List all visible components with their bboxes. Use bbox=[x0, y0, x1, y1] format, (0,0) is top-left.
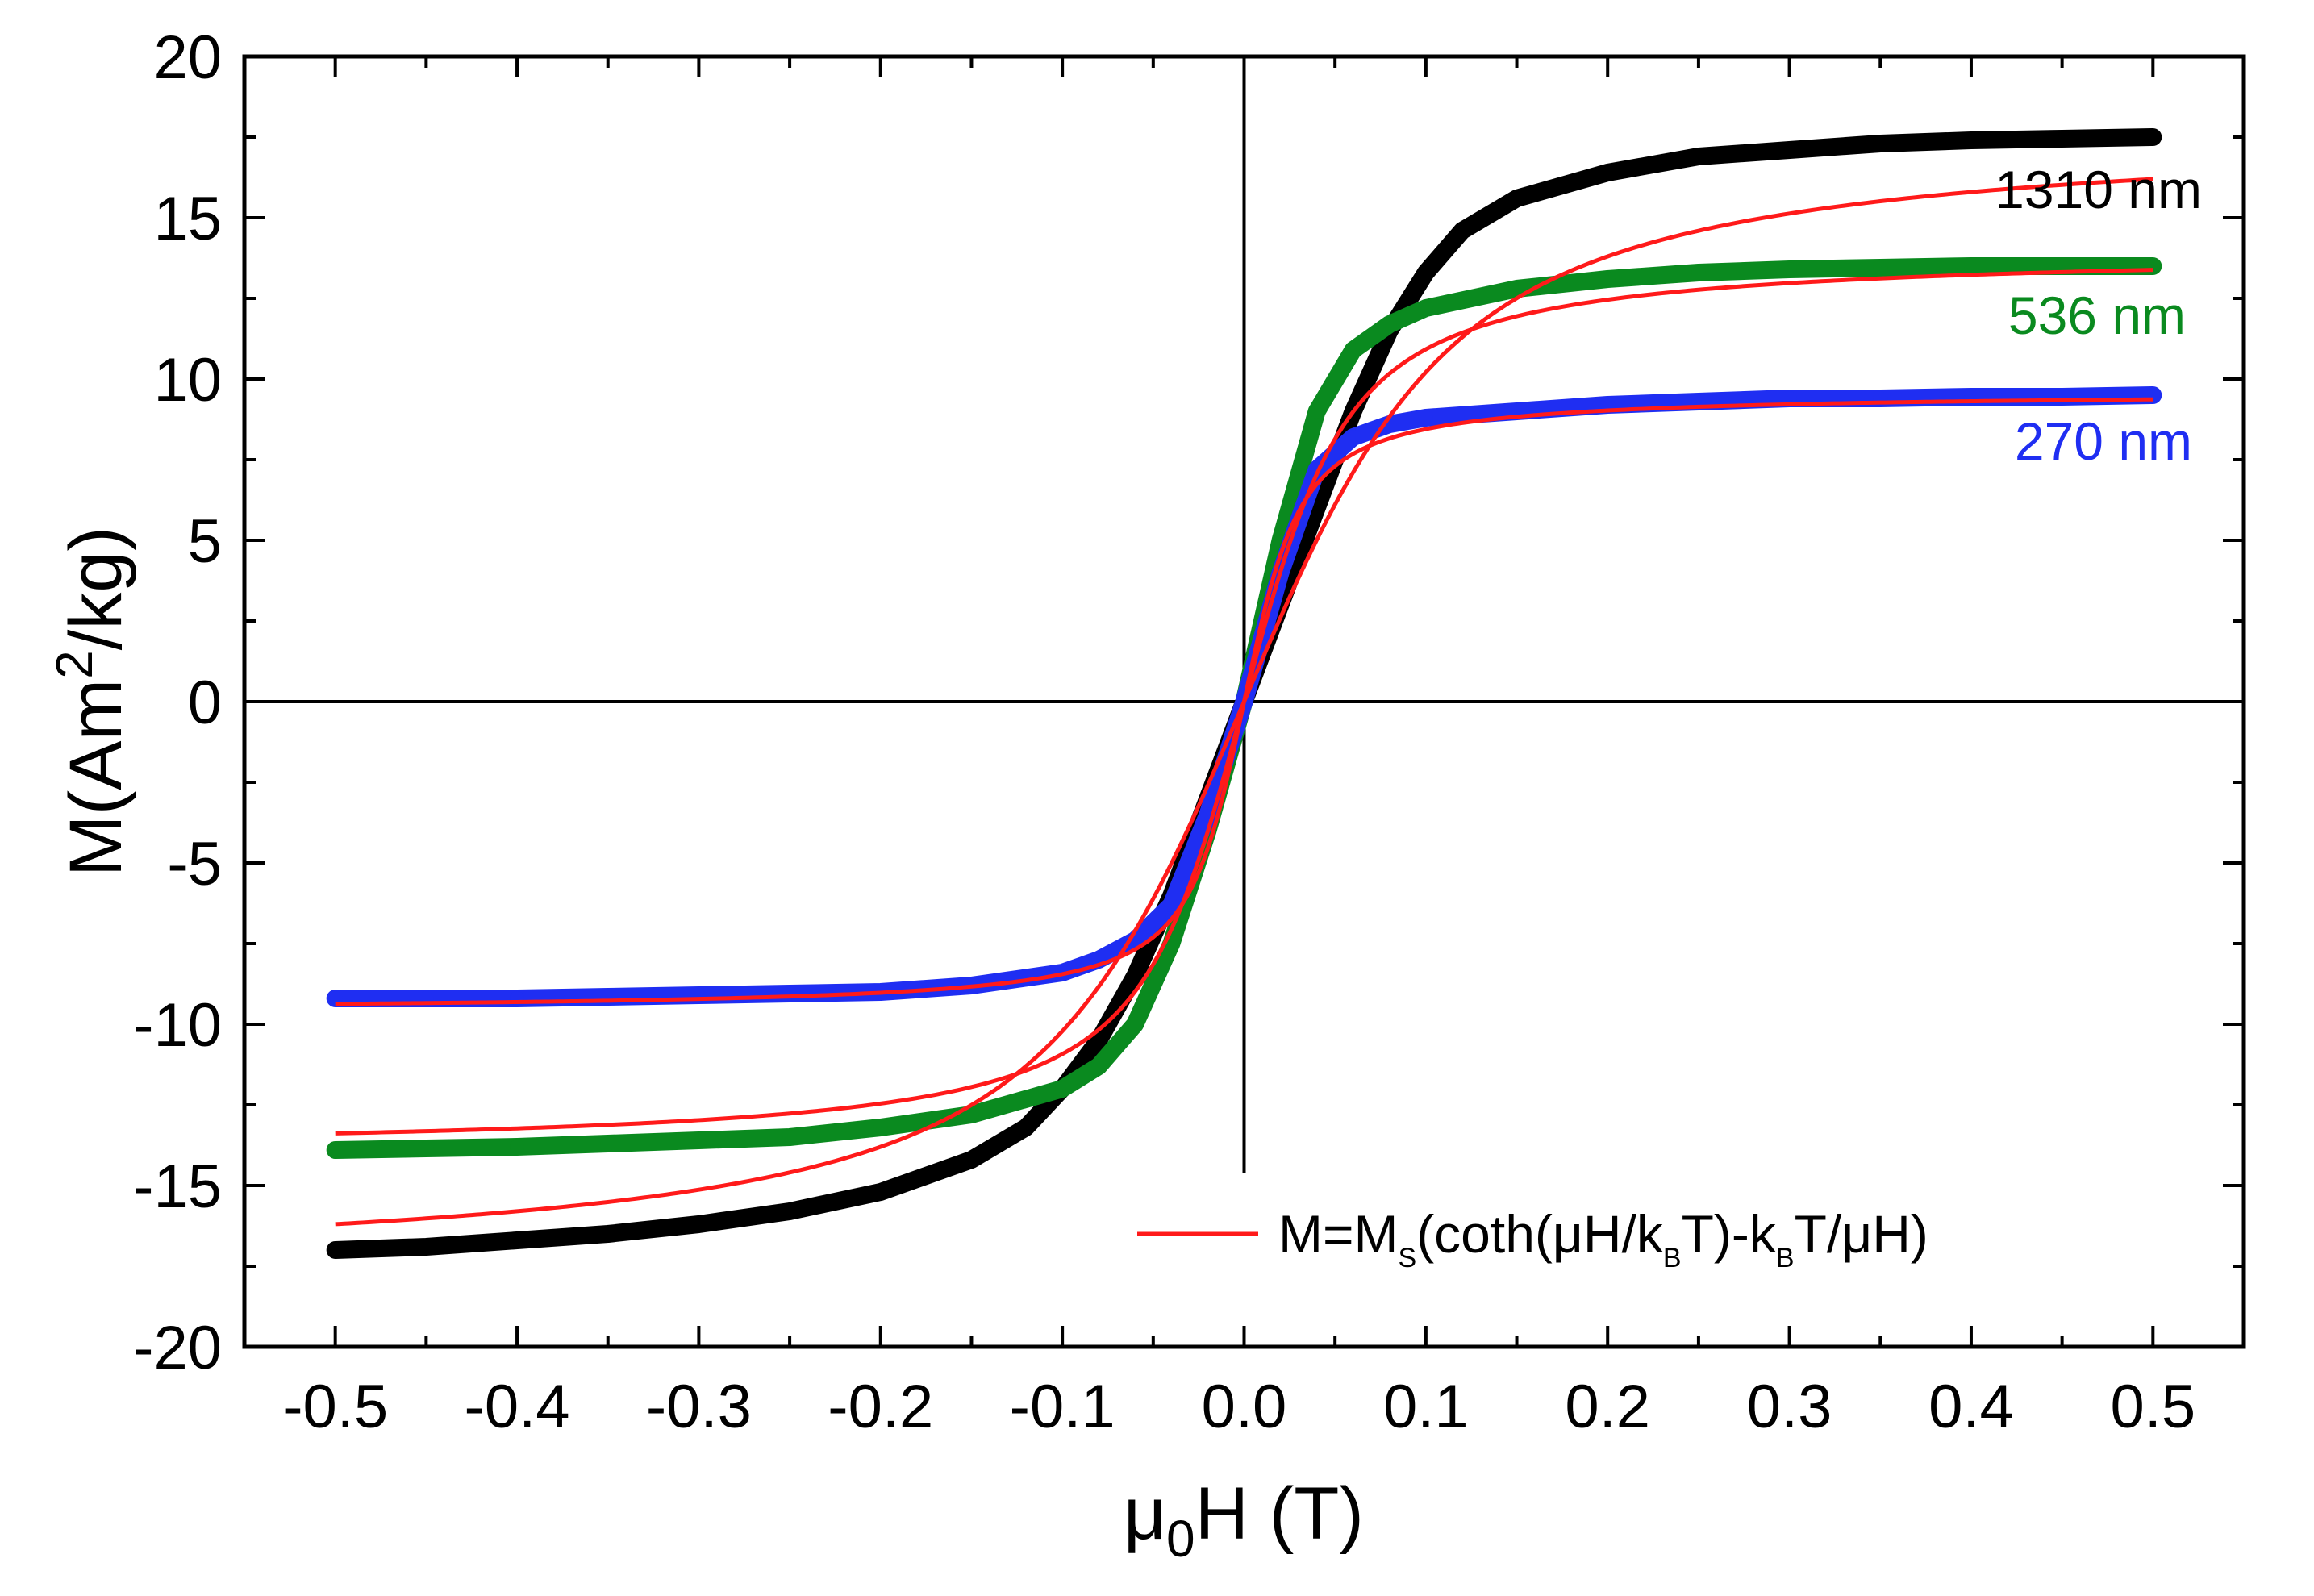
data-point bbox=[1418, 410, 1433, 425]
data-point bbox=[1782, 143, 1797, 157]
tick-labels: -0.5 -0.4 -0.3 -0.2 -0.1 0.0 0.1 0.2 0.3 0.4 0.5 -2… bbox=[133, 23, 2195, 1441]
x-tick-label: -0.3 bbox=[646, 1373, 752, 1441]
data-point bbox=[1782, 262, 1797, 277]
y-tick-label: -20 bbox=[133, 1314, 222, 1382]
data-point bbox=[1019, 1120, 1034, 1135]
data-point bbox=[1345, 430, 1361, 444]
data-point bbox=[873, 1185, 888, 1199]
data-point bbox=[1454, 223, 1470, 238]
data-point bbox=[2054, 259, 2070, 273]
data-point bbox=[1873, 136, 1888, 151]
data-point bbox=[510, 1233, 525, 1248]
data-point bbox=[1091, 1059, 1107, 1073]
x-tick-label: -0.4 bbox=[465, 1373, 570, 1441]
y-axis-title: M(Am2/kg) bbox=[45, 527, 137, 877]
data-point bbox=[1164, 898, 1179, 912]
legend-label: M=MS(coth(μH/kBT)-kBT/μH) bbox=[1278, 1204, 1928, 1273]
data-point bbox=[873, 1120, 888, 1135]
x-tick-label: 0.2 bbox=[1565, 1373, 1650, 1441]
x-tick-label: -0.5 bbox=[282, 1373, 388, 1441]
y-tick-label: 15 bbox=[153, 185, 222, 253]
data-point bbox=[327, 1243, 343, 1257]
data-point bbox=[1691, 265, 1706, 280]
x-tick-label: 0.0 bbox=[1202, 1373, 1287, 1441]
data-point bbox=[1963, 133, 1978, 148]
data-point bbox=[1128, 969, 1143, 983]
data-point bbox=[1600, 272, 1616, 286]
data-point bbox=[691, 1133, 707, 1148]
x-tick-label: 0.4 bbox=[1928, 1373, 2014, 1441]
y-tick-label: 10 bbox=[153, 346, 222, 415]
data-point bbox=[1091, 1033, 1107, 1048]
data-point bbox=[1963, 259, 1978, 273]
data-point bbox=[1782, 391, 1797, 406]
data-point bbox=[2145, 130, 2161, 144]
data-point bbox=[1600, 165, 1616, 180]
data-point bbox=[2054, 131, 2070, 146]
ticks bbox=[244, 55, 2244, 1348]
data-point bbox=[1691, 149, 1706, 164]
data-point bbox=[1873, 260, 1888, 275]
x-tick-label: -0.1 bbox=[1010, 1373, 1115, 1441]
legend: M=MS(coth(μH/kBT)-kBT/μH) bbox=[1137, 1204, 1928, 1273]
series-label-536: 536 nm bbox=[2008, 285, 2186, 345]
y-tick-label: 20 bbox=[153, 23, 222, 92]
data-point bbox=[510, 1140, 525, 1154]
data-point bbox=[964, 1107, 979, 1122]
x-tick-label: 0.1 bbox=[1383, 1373, 1469, 1441]
x-axis-title: μ0H (T) bbox=[1124, 1473, 1364, 1568]
y-tick-label: -10 bbox=[133, 991, 222, 1060]
data-point bbox=[1382, 317, 1397, 331]
y-tick-label: -15 bbox=[133, 1152, 222, 1221]
data-point bbox=[1309, 404, 1324, 419]
data-point bbox=[1509, 191, 1524, 206]
data-point bbox=[691, 1217, 707, 1231]
data-point bbox=[782, 1204, 798, 1219]
y-tick-label: -5 bbox=[167, 830, 222, 898]
y-tick-label: 0 bbox=[188, 669, 222, 737]
data-point bbox=[600, 1136, 615, 1151]
data-point bbox=[1418, 265, 1433, 280]
y-tick-label: 5 bbox=[188, 507, 222, 576]
data-point bbox=[600, 1227, 615, 1241]
fit-curve-270-nm bbox=[335, 397, 2153, 1006]
data-point bbox=[1509, 281, 1524, 296]
data-point bbox=[1055, 1081, 1070, 1096]
data-point bbox=[419, 1240, 434, 1254]
x-tick-label: 0.3 bbox=[1747, 1373, 1832, 1441]
data-point bbox=[1418, 301, 1433, 315]
data-point bbox=[419, 1141, 434, 1156]
data-point bbox=[1345, 343, 1361, 357]
series-label-1310: 1310 nm bbox=[1995, 160, 2202, 219]
x-tick-label: -0.2 bbox=[828, 1373, 933, 1441]
data-point bbox=[327, 1143, 343, 1157]
data-point bbox=[964, 1152, 979, 1167]
fit-layer bbox=[335, 177, 2153, 1227]
data-point bbox=[782, 1130, 798, 1144]
data-point bbox=[1128, 1017, 1143, 1031]
x-tick-label: 0.5 bbox=[2110, 1373, 2195, 1441]
data-point bbox=[782, 986, 798, 1001]
series-label-270: 270 nm bbox=[2015, 411, 2192, 471]
